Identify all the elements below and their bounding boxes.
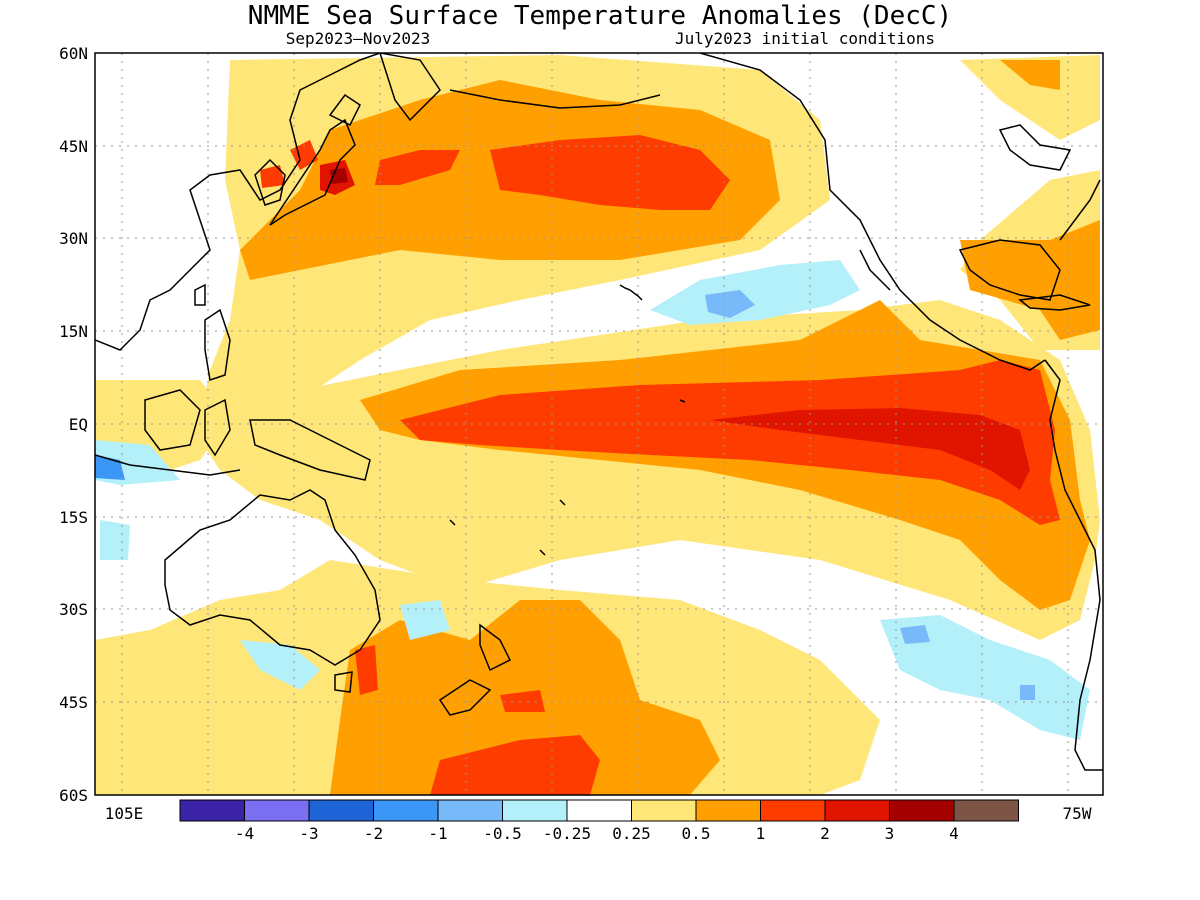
colorbar-label: -1 (428, 824, 447, 843)
korea-coastline (254, 158, 286, 206)
colorbar-label: -4 (235, 824, 254, 843)
colorbar-label: -3 (299, 824, 318, 843)
colorbar-legend: -4 -3 -2 -1 -0.5 -0.25 0.25 0.5 1 2 3 4 (179, 799, 1019, 843)
colorbar-label: 0.5 (682, 824, 711, 843)
colorbar-swatch (889, 799, 955, 822)
lat-tick-label: 60S (59, 786, 88, 805)
new-guinea-coastline (249, 419, 371, 481)
florida-coastline (1059, 179, 1101, 241)
baja-coastline (859, 249, 891, 291)
colorbar-label: 2 (820, 824, 830, 843)
lat-tick-label: 45N (59, 137, 88, 156)
hawaii-coastline (619, 284, 643, 301)
colorbar-label: 4 (949, 824, 959, 843)
gulf-of-mexico-coastline (958, 239, 1061, 301)
sulawesi-coastline (204, 398, 231, 457)
tasmania-coastline (334, 671, 353, 693)
lat-tick-label: EQ (69, 415, 88, 434)
japan-coastline (269, 118, 356, 226)
colorbar-swatch (953, 799, 1019, 822)
lat-tick-label: 60N (59, 44, 88, 63)
initial-conditions-subtitle: July2023 initial conditions (675, 29, 935, 48)
colorbar-label: -0.25 (543, 824, 591, 843)
south-america-coastline (1044, 359, 1103, 771)
new-zealand-north-coastline (479, 623, 512, 672)
colorbar-label: 1 (756, 824, 766, 843)
taiwan-coastline (194, 283, 206, 306)
lat-tick-label: 45S (59, 693, 88, 712)
colorbar-swatch (502, 799, 568, 822)
colorbar-label: 3 (885, 824, 895, 843)
hokkaido-coastline (328, 93, 361, 127)
season-subtitle: Sep2023–Nov2023 (286, 29, 431, 48)
colorbar-swatch (244, 799, 310, 822)
colorbar-swatch (695, 799, 761, 822)
great-lakes-coastline (998, 124, 1072, 171)
coastlines (95, 53, 1103, 771)
colorbar-swatch (308, 799, 374, 822)
latitude-axis: 60N 45N 30N 15N EQ 15S 30S 45S 60S (59, 44, 88, 805)
sumatra-java-coastline (95, 454, 241, 476)
pacific-islands-coastline (449, 399, 686, 556)
aleutians-coastline (449, 89, 661, 109)
colorbar-swatch (373, 799, 439, 822)
lat-tick-label: 15N (59, 322, 88, 341)
colorbar-swatch (437, 799, 503, 822)
asia-coastline (95, 53, 381, 351)
colorbar-swatch (760, 799, 826, 822)
lat-tick-label: 30N (59, 229, 88, 248)
colorbar-swatch (566, 799, 632, 822)
lon-label-left: 105E (105, 804, 144, 823)
lat-tick-label: 15S (59, 508, 88, 527)
lat-tick-label: 30S (59, 600, 88, 619)
colorbar-label: -0.5 (483, 824, 522, 843)
map-frame (94, 52, 1104, 796)
borneo-coastline (144, 389, 201, 451)
philippines-coastline (204, 308, 231, 381)
colorbar-swatch (824, 799, 890, 822)
map-title: NMME Sea Surface Temperature Anomalies (… (248, 1, 952, 31)
kamchatka-coastline (379, 53, 441, 122)
new-zealand-south-coastline (438, 679, 492, 716)
north-america-coastline (699, 53, 1046, 371)
colorbar-swatch (631, 799, 697, 822)
cuba-coastline (1018, 294, 1091, 311)
colorbar-swatch (179, 799, 245, 822)
graticule (95, 53, 1103, 795)
australia-coastline (164, 489, 381, 666)
anomaly-field (95, 53, 1103, 795)
anomaly-band-1 (260, 135, 1060, 795)
colorbar-label: 0.25 (612, 824, 651, 843)
lon-label-right: 75W (1063, 804, 1092, 823)
anomaly-band-neg-0.5 (705, 290, 1035, 700)
colorbar-label: -2 (364, 824, 383, 843)
